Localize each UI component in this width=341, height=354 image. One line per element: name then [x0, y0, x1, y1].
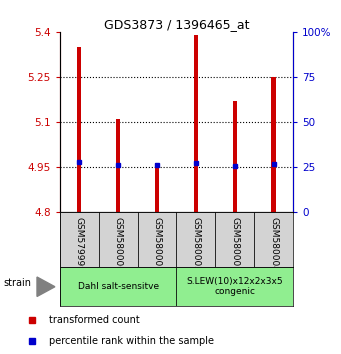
Bar — [216, 212, 254, 267]
Bar — [271, 77, 276, 212]
Bar — [194, 35, 198, 212]
Bar — [177, 212, 216, 267]
Text: GSM580002: GSM580002 — [191, 217, 201, 272]
Text: percentile rank within the sample: percentile rank within the sample — [49, 336, 214, 346]
Text: strain: strain — [3, 278, 31, 288]
Text: GSM579999: GSM579999 — [75, 217, 84, 272]
Bar — [177, 267, 293, 306]
Text: GSM580004: GSM580004 — [269, 217, 278, 272]
Bar — [155, 163, 159, 212]
Title: GDS3873 / 1396465_at: GDS3873 / 1396465_at — [104, 18, 249, 31]
Bar — [99, 212, 137, 267]
Bar — [254, 212, 293, 267]
Bar — [116, 119, 120, 212]
Bar — [60, 267, 177, 306]
Text: GSM580003: GSM580003 — [231, 217, 239, 272]
Text: GSM580000: GSM580000 — [114, 217, 122, 272]
Text: GSM580001: GSM580001 — [152, 217, 162, 272]
Bar — [77, 47, 81, 212]
Text: Dahl salt-sensitve: Dahl salt-sensitve — [77, 282, 159, 291]
Bar — [233, 101, 237, 212]
Text: S.LEW(10)x12x2x3x5
congenic: S.LEW(10)x12x2x3x5 congenic — [187, 277, 283, 296]
Bar — [60, 212, 99, 267]
Text: transformed count: transformed count — [49, 315, 140, 325]
Polygon shape — [37, 277, 55, 297]
Bar — [137, 212, 177, 267]
